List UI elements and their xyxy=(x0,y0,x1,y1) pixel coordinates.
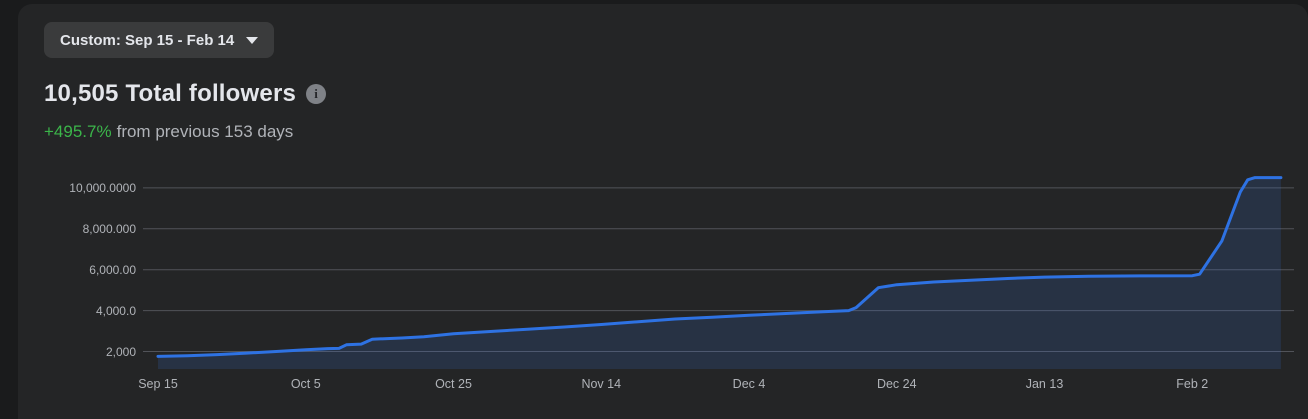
x-axis-tick-label: Nov 14 xyxy=(581,377,622,391)
x-axis-tick-label: Sep 15 xyxy=(138,377,178,391)
info-icon[interactable]: i xyxy=(306,84,327,104)
date-range-label: Custom: Sep 15 - Feb 14 xyxy=(60,31,235,49)
y-axis-tick-label: 8,000.000 xyxy=(82,221,136,236)
growth-percent: +495.7% xyxy=(44,122,112,141)
total-followers-title: 10,505 Total followers xyxy=(44,80,297,107)
followers-line xyxy=(156,176,1283,358)
growth-subtitle: +495.7% from previous 153 days xyxy=(44,122,293,142)
followers-area-fill xyxy=(158,177,1281,369)
x-axis-tick-label: Oct 25 xyxy=(435,377,472,391)
x-axis-tick-label: Dec 4 xyxy=(732,377,766,391)
x-axis-tick-label: Oct 5 xyxy=(290,377,321,391)
chevron-down-icon xyxy=(246,36,259,44)
followers-header: 10,505 Total followers i xyxy=(44,80,327,108)
chart-canvas xyxy=(143,176,1294,369)
x-axis-tick-label: Dec 24 xyxy=(876,377,917,391)
y-axis-tick-label: 10,000.0000 xyxy=(69,180,136,195)
growth-caption: from previous 153 days xyxy=(116,122,294,141)
date-range-dropdown[interactable]: Custom: Sep 15 - Feb 14 xyxy=(44,22,275,58)
y-axis-tick-label: 4,000.0 xyxy=(95,303,136,318)
x-axis-tick-label: Jan 13 xyxy=(1025,377,1064,391)
y-axis-tick-label: 6,000.00 xyxy=(89,262,136,277)
followers-chart: 2,000 4,000.0 6,000.00 8,000.000 10,000.0000… xyxy=(18,4,1308,419)
followers-card: Custom: Sep 15 - Feb 14 10,505 Total fol… xyxy=(18,4,1308,419)
y-axis-tick-label: 2,000 xyxy=(105,344,136,359)
x-axis-tick-label: Feb 2 xyxy=(1176,377,1209,391)
